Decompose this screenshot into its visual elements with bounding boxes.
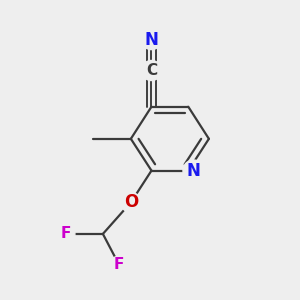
Text: F: F <box>114 257 124 272</box>
Text: F: F <box>61 226 71 242</box>
Circle shape <box>142 61 161 80</box>
Text: N: N <box>145 31 158 49</box>
Circle shape <box>142 30 161 50</box>
Circle shape <box>110 256 128 274</box>
Text: N: N <box>187 162 200 180</box>
Circle shape <box>57 225 75 243</box>
Text: C: C <box>146 63 157 78</box>
Text: O: O <box>124 194 138 211</box>
Circle shape <box>183 160 204 181</box>
Circle shape <box>121 192 141 212</box>
